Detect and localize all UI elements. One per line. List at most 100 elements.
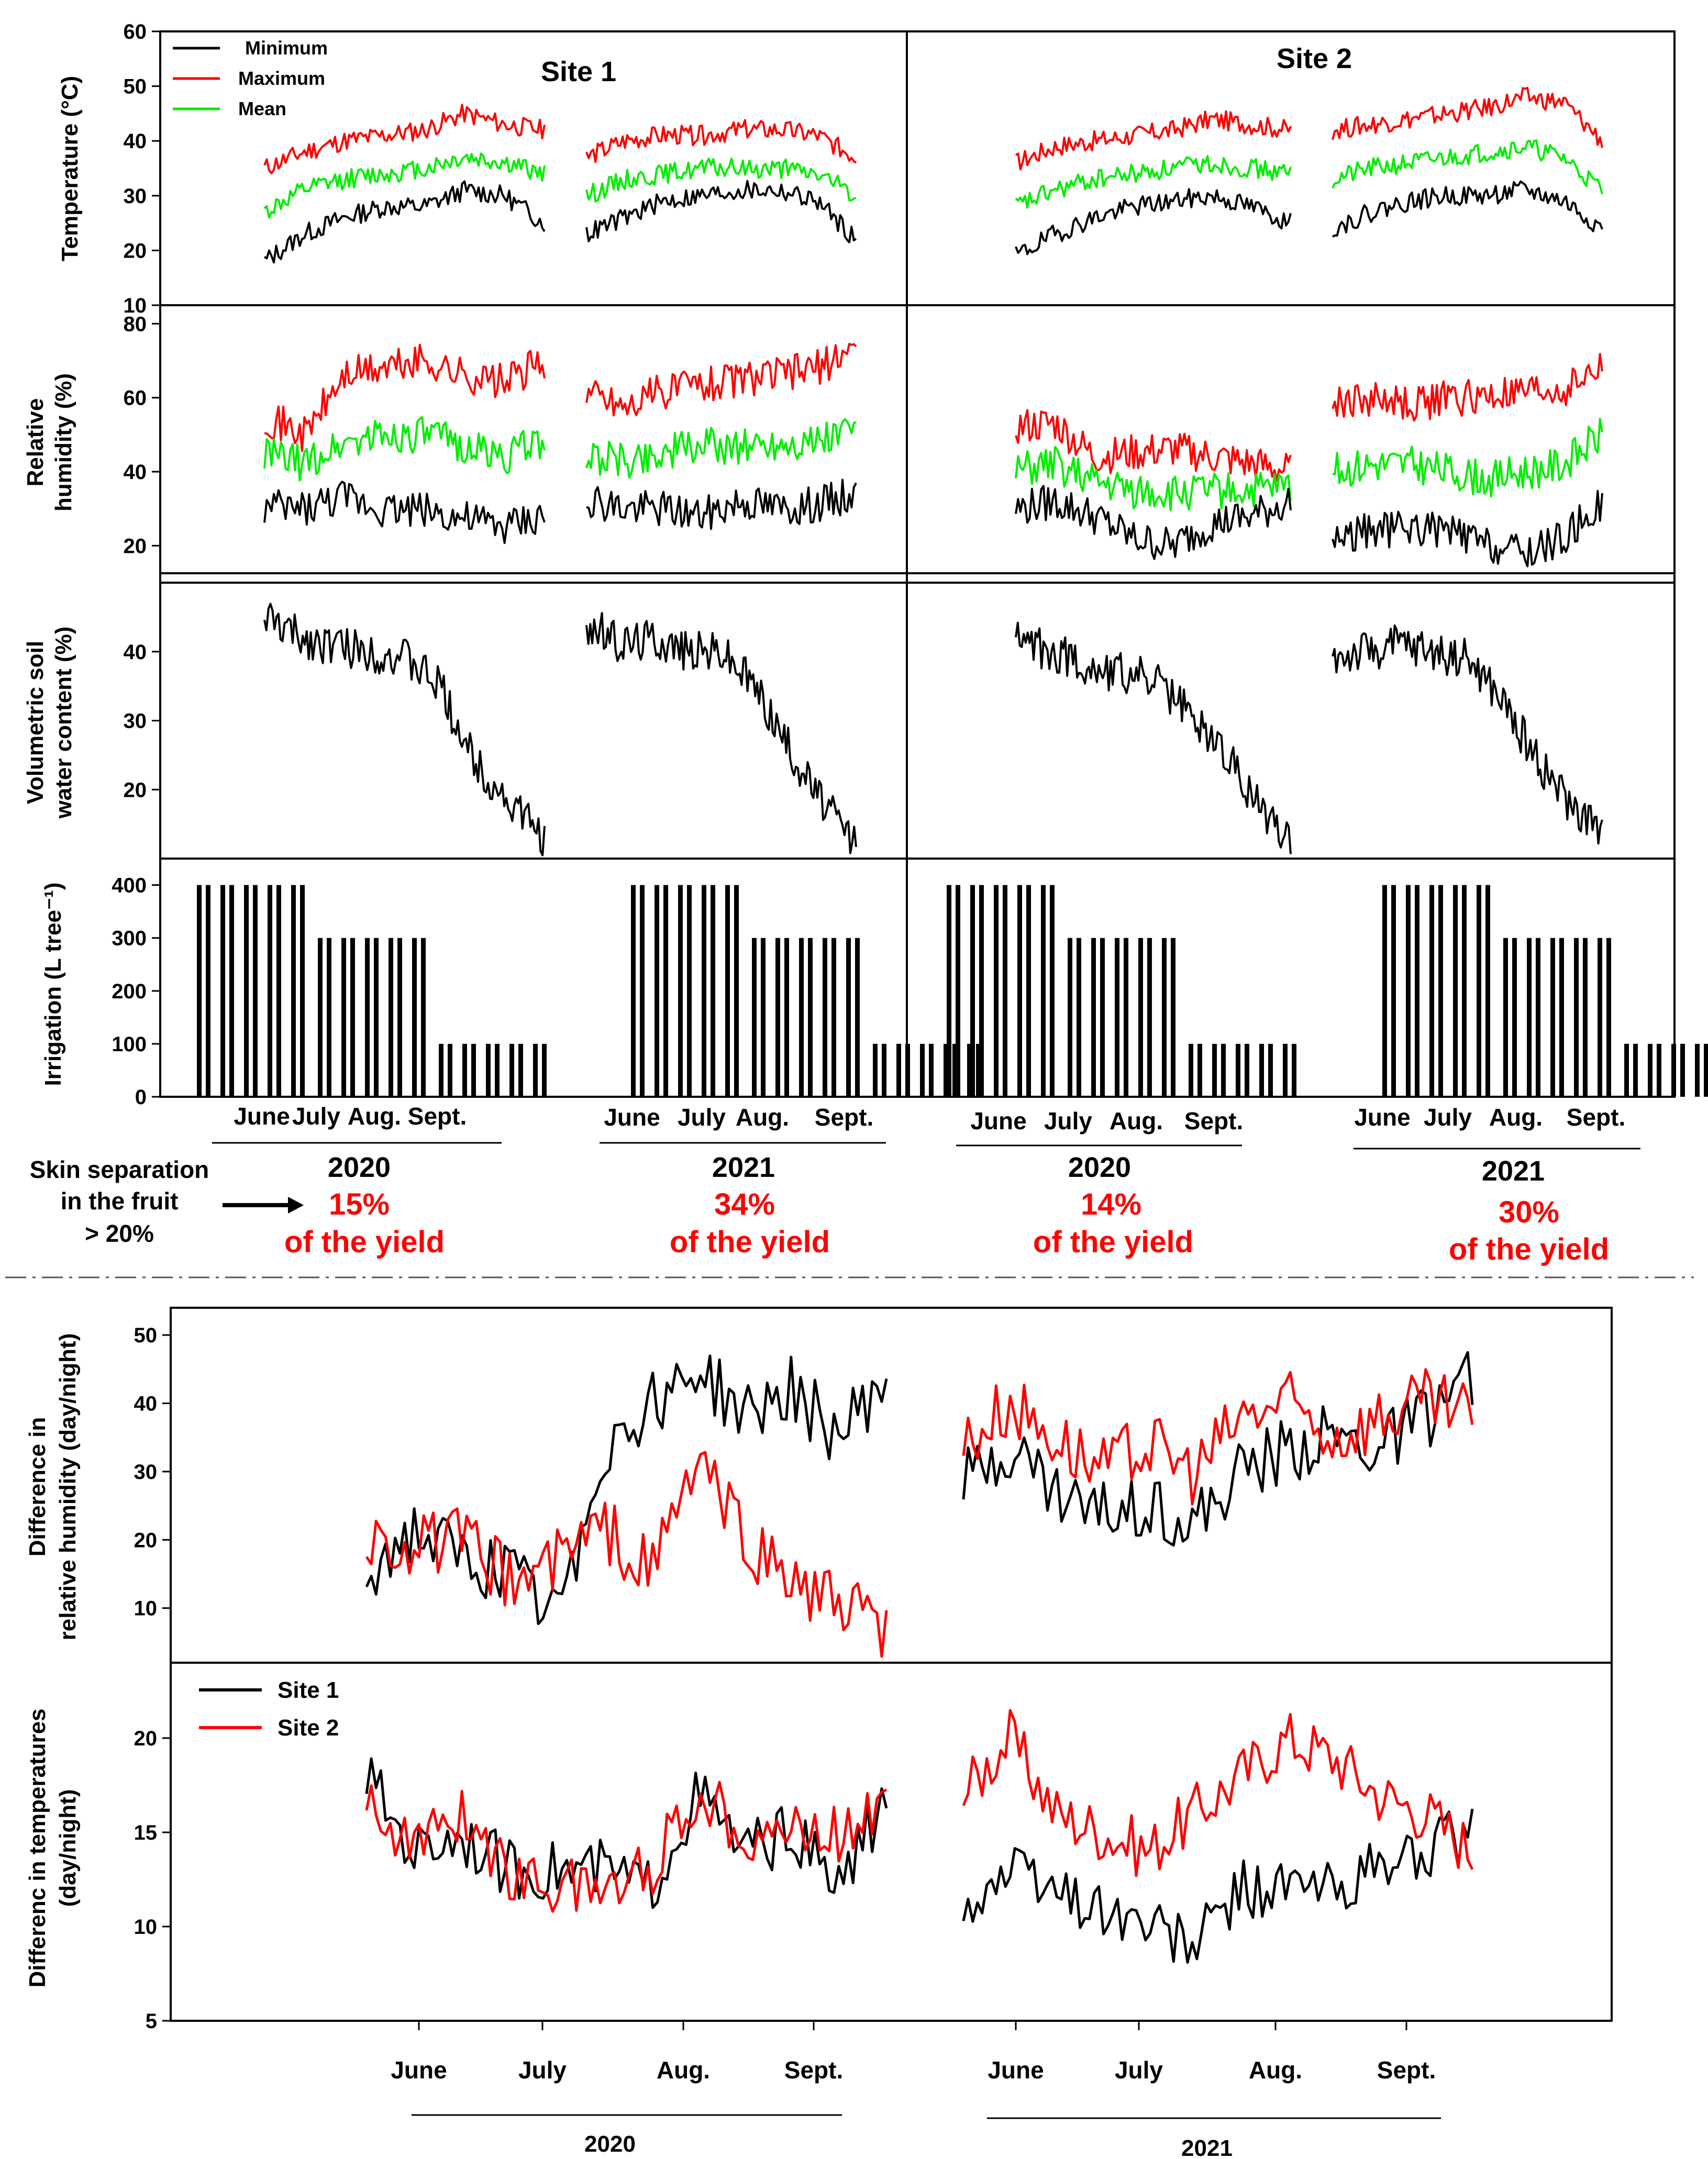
irrigation-bar bbox=[976, 1043, 981, 1097]
temp-line-maximum bbox=[1332, 86, 1603, 148]
irrigation-bar bbox=[462, 1043, 467, 1097]
rh-ylabel-2: humidity (%) bbox=[51, 373, 76, 511]
note-arrowhead-icon bbox=[288, 1197, 304, 1214]
temp-line-maximum bbox=[1015, 110, 1292, 171]
irrigation-bars bbox=[197, 885, 1708, 1097]
bottom-month-labels: June July Aug. Sept. June July Aug. Sept. bbox=[391, 2021, 1436, 2084]
irrigation-bar bbox=[1391, 885, 1396, 1097]
irrigation-bar bbox=[808, 938, 813, 1097]
irrigation-bar bbox=[831, 938, 836, 1097]
vswc-line bbox=[1015, 621, 1292, 854]
y-tick-label: 300 bbox=[112, 927, 147, 950]
irrigation-bar bbox=[947, 885, 951, 1097]
irrigation-bar bbox=[1283, 1043, 1288, 1097]
irrigation-bar bbox=[1268, 1043, 1273, 1097]
irrigation-bar bbox=[1462, 885, 1467, 1097]
irrigation-bar bbox=[1124, 938, 1128, 1097]
rh-line-minimum bbox=[263, 481, 546, 544]
month-label: Sept. bbox=[784, 2056, 843, 2084]
month-label: July bbox=[1424, 1104, 1472, 1131]
irrigation-bar bbox=[1017, 885, 1022, 1097]
bottom-series bbox=[365, 1351, 1474, 1964]
month-label: Aug. bbox=[1489, 1104, 1543, 1131]
irrigation-bar bbox=[1041, 885, 1046, 1097]
irrigation-bar bbox=[1236, 1043, 1240, 1097]
irrigation-bar bbox=[896, 1043, 901, 1097]
y-tick-label: 0 bbox=[135, 1086, 147, 1109]
bottom-ticks: 10 20 30 40 50 5 10 15 20 bbox=[134, 1324, 171, 2033]
irrigation-bar bbox=[846, 938, 851, 1097]
irrigation-bar bbox=[1189, 1043, 1193, 1097]
irrigation-bar bbox=[1512, 938, 1517, 1097]
irrigation-bar bbox=[784, 938, 789, 1097]
top-month-labels: June July Aug. Sept. June July Aug. Sept. June Ju… bbox=[234, 1103, 1625, 1134]
year-label-s2-2020: 2020 bbox=[1068, 1152, 1131, 1183]
rh-line-minimum bbox=[1332, 489, 1603, 567]
irrigation-bar bbox=[979, 885, 984, 1097]
y-tick-label: 50 bbox=[134, 1324, 158, 1347]
temp-line-minimum bbox=[263, 180, 546, 264]
irrigation-bar bbox=[1624, 1043, 1629, 1097]
irrigation-bar bbox=[421, 938, 426, 1097]
legend-mean-label: Mean bbox=[238, 98, 286, 119]
irr-ylabel: Irrigation (L tree⁻¹) bbox=[40, 882, 66, 1086]
month-label: June bbox=[391, 2056, 447, 2084]
dt-line bbox=[365, 1780, 888, 1913]
site2-frame bbox=[906, 30, 1676, 574]
irrigation-bar bbox=[873, 1043, 878, 1097]
drh-ylabel-1: Difference in bbox=[25, 1417, 50, 1557]
irrigation-bar bbox=[1162, 938, 1167, 1097]
month-label: Aug. bbox=[657, 2056, 710, 2084]
y-tick-label: 20 bbox=[134, 1529, 158, 1552]
irrigation-bar bbox=[1704, 1043, 1708, 1097]
irrigation-bar bbox=[439, 1043, 443, 1097]
irrigation-bar bbox=[1292, 1043, 1296, 1097]
vswc-line bbox=[585, 612, 857, 854]
y-tick-label: 30 bbox=[124, 710, 147, 733]
rh-line-minimum bbox=[1015, 485, 1292, 560]
month-label: Aug. bbox=[348, 1103, 401, 1130]
irrigation-bar bbox=[944, 1043, 948, 1097]
yield-text: of the yield bbox=[670, 1225, 830, 1259]
legend-max-label: Maximum bbox=[238, 68, 325, 89]
irrigation-bar bbox=[1559, 938, 1564, 1097]
yield-pct-s1-2020: 15% bbox=[329, 1187, 390, 1221]
irrigation-bar bbox=[1091, 938, 1096, 1097]
irrigation-bar bbox=[365, 938, 370, 1097]
irrigation-bar bbox=[655, 885, 659, 1097]
y-tick-label: 20 bbox=[134, 1727, 158, 1750]
rh-line-mean bbox=[1332, 418, 1603, 498]
yield-text: of the yield bbox=[1033, 1225, 1193, 1259]
rh-line-maximum bbox=[585, 342, 857, 417]
irrigation-bar bbox=[1003, 885, 1007, 1097]
rh-line-maximum bbox=[264, 343, 546, 452]
irrigation-bar bbox=[276, 885, 281, 1097]
irrigation-bar bbox=[244, 885, 249, 1097]
irrigation-bar bbox=[1138, 938, 1143, 1097]
irrigation-bar bbox=[725, 885, 730, 1097]
temp-line-minimum bbox=[1332, 180, 1603, 238]
irrigation-bar bbox=[855, 938, 860, 1097]
rh-line-minimum bbox=[586, 478, 857, 530]
irrigation-bar bbox=[1212, 1043, 1217, 1097]
y-tick-label: 10 bbox=[124, 294, 147, 317]
irrigation-bar bbox=[1477, 885, 1481, 1097]
irrigation-bar bbox=[206, 885, 210, 1097]
irrigation-bar bbox=[1115, 938, 1119, 1097]
y-tick-label: 20 bbox=[124, 778, 147, 802]
year-label-s2-2021: 2021 bbox=[1482, 1155, 1545, 1187]
y-tick-label: 400 bbox=[112, 874, 147, 897]
month-label: July bbox=[292, 1103, 340, 1130]
irrigation-bar bbox=[318, 938, 323, 1097]
irrigation-bar bbox=[1050, 885, 1055, 1097]
y-tick-label: 40 bbox=[124, 461, 147, 484]
month-label: Aug. bbox=[1110, 1107, 1163, 1134]
temp-line-mean bbox=[263, 152, 546, 219]
yield-text: of the yield bbox=[284, 1225, 445, 1259]
y-tick-label: 100 bbox=[112, 1033, 147, 1056]
irrigation-bar bbox=[1429, 885, 1434, 1097]
month-label: Aug. bbox=[736, 1104, 789, 1131]
yield-pct-s2-2020: 14% bbox=[1081, 1187, 1141, 1221]
irrigation-bar bbox=[350, 938, 355, 1097]
month-label: July bbox=[678, 1104, 726, 1131]
